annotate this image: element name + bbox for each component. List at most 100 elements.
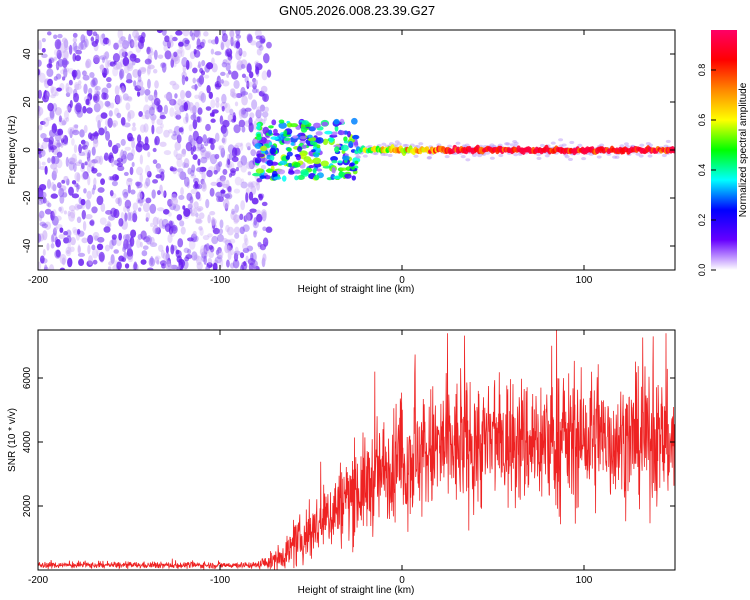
noise-cell: [112, 122, 117, 128]
turbulent-cell: [276, 134, 285, 141]
noise-cell: [140, 67, 147, 74]
noise-cell: [122, 150, 127, 157]
noise-cell: [183, 116, 189, 125]
noise-cell: [96, 100, 104, 110]
halo-cell: [638, 154, 644, 158]
noise-cell: [239, 252, 245, 259]
noise-cell: [50, 243, 55, 249]
noise-cell: [78, 258, 85, 267]
noise-cell: [153, 49, 158, 60]
noise-cell: [219, 178, 226, 186]
noise-cell: [254, 60, 260, 66]
noise-cell: [219, 145, 225, 153]
noise-cell: [190, 174, 197, 179]
noise-cell: [234, 246, 239, 256]
halo-cell: [489, 143, 495, 147]
noise-cell: [87, 234, 94, 245]
noise-cell: [156, 207, 165, 212]
noise-cell: [219, 219, 224, 229]
halo-cell: [561, 143, 567, 147]
turbulent-cell: [343, 136, 348, 142]
noise-cell: [147, 267, 154, 270]
noise-cell: [136, 79, 144, 89]
noise-cell: [208, 244, 214, 250]
noise-cell: [56, 142, 62, 148]
noise-cell: [39, 221, 46, 227]
noise-cell: [62, 59, 68, 65]
x-tick-label: -100: [210, 275, 230, 286]
noise-cell: [72, 53, 77, 62]
noise-cell: [262, 93, 269, 103]
noise-cell: [132, 122, 136, 127]
noise-cell: [87, 255, 94, 266]
noise-cell: [81, 237, 88, 244]
noise-cell: [207, 39, 213, 44]
noise-cell: [54, 107, 62, 116]
noise-cell: [175, 153, 183, 161]
noise-cell: [176, 134, 182, 144]
turbulent-cell: [340, 144, 349, 152]
noise-cell: [146, 46, 151, 55]
noise-cell: [131, 126, 137, 132]
noise-cell: [87, 149, 91, 158]
noise-cell: [69, 246, 75, 253]
noise-cell: [38, 160, 42, 170]
noise-cell: [103, 152, 109, 161]
noise-cell: [139, 199, 144, 207]
noise-cell: [234, 232, 240, 239]
noise-cell: [106, 220, 111, 227]
noise-cell: [137, 39, 145, 50]
noise-cell: [170, 58, 175, 68]
noise-cell: [108, 110, 113, 117]
noise-cell: [193, 254, 200, 261]
noise-cell: [235, 93, 243, 99]
noise-cell: [38, 72, 46, 83]
noise-cell: [139, 173, 143, 184]
halo-cell: [539, 143, 545, 148]
noise-cell: [43, 264, 48, 270]
noise-cell: [83, 71, 88, 78]
noise-cell: [87, 244, 91, 255]
noise-cell: [256, 213, 263, 223]
noise-cell: [113, 249, 119, 254]
noise-cell: [92, 132, 100, 137]
snr-frame: [37, 329, 676, 571]
noise-cell: [137, 192, 143, 201]
noise-cell: [200, 92, 207, 103]
noise-cell: [101, 56, 106, 64]
noise-cell: [63, 67, 68, 78]
noise-cell: [183, 207, 191, 217]
noise-cell: [141, 250, 148, 257]
noise-cell: [131, 212, 138, 223]
noise-cell: [50, 181, 55, 190]
noise-cell: [120, 149, 124, 159]
noise-cell: [141, 114, 149, 120]
noise-cell: [241, 73, 247, 79]
noise-cell: [181, 148, 187, 157]
noise-cell: [248, 117, 253, 126]
noise-cell: [41, 191, 47, 199]
noise-cell: [225, 224, 230, 233]
noise-cell: [190, 135, 195, 142]
noise-cell: [138, 207, 142, 212]
noise-cell: [216, 75, 221, 86]
noise-cell: [144, 58, 152, 65]
noise-cell: [61, 60, 70, 66]
noise-cell: [96, 195, 104, 206]
noise-cell: [160, 249, 165, 259]
noise-cell: [235, 166, 239, 172]
turbulent-cell: [295, 154, 302, 161]
noise-cell: [74, 183, 79, 188]
noise-cell: [230, 247, 234, 256]
noise-cell: [220, 42, 225, 51]
turbulent-cell: [276, 169, 286, 175]
noise-cell: [41, 37, 46, 43]
noise-cell: [164, 35, 170, 43]
noise-cell: [46, 31, 52, 36]
halo-cell: [596, 155, 602, 159]
noise-cell: [77, 80, 82, 86]
noise-cell: [184, 39, 190, 45]
noise-cell: [71, 153, 77, 164]
turbulent-cell: [330, 131, 338, 136]
noise-cell: [164, 93, 171, 99]
